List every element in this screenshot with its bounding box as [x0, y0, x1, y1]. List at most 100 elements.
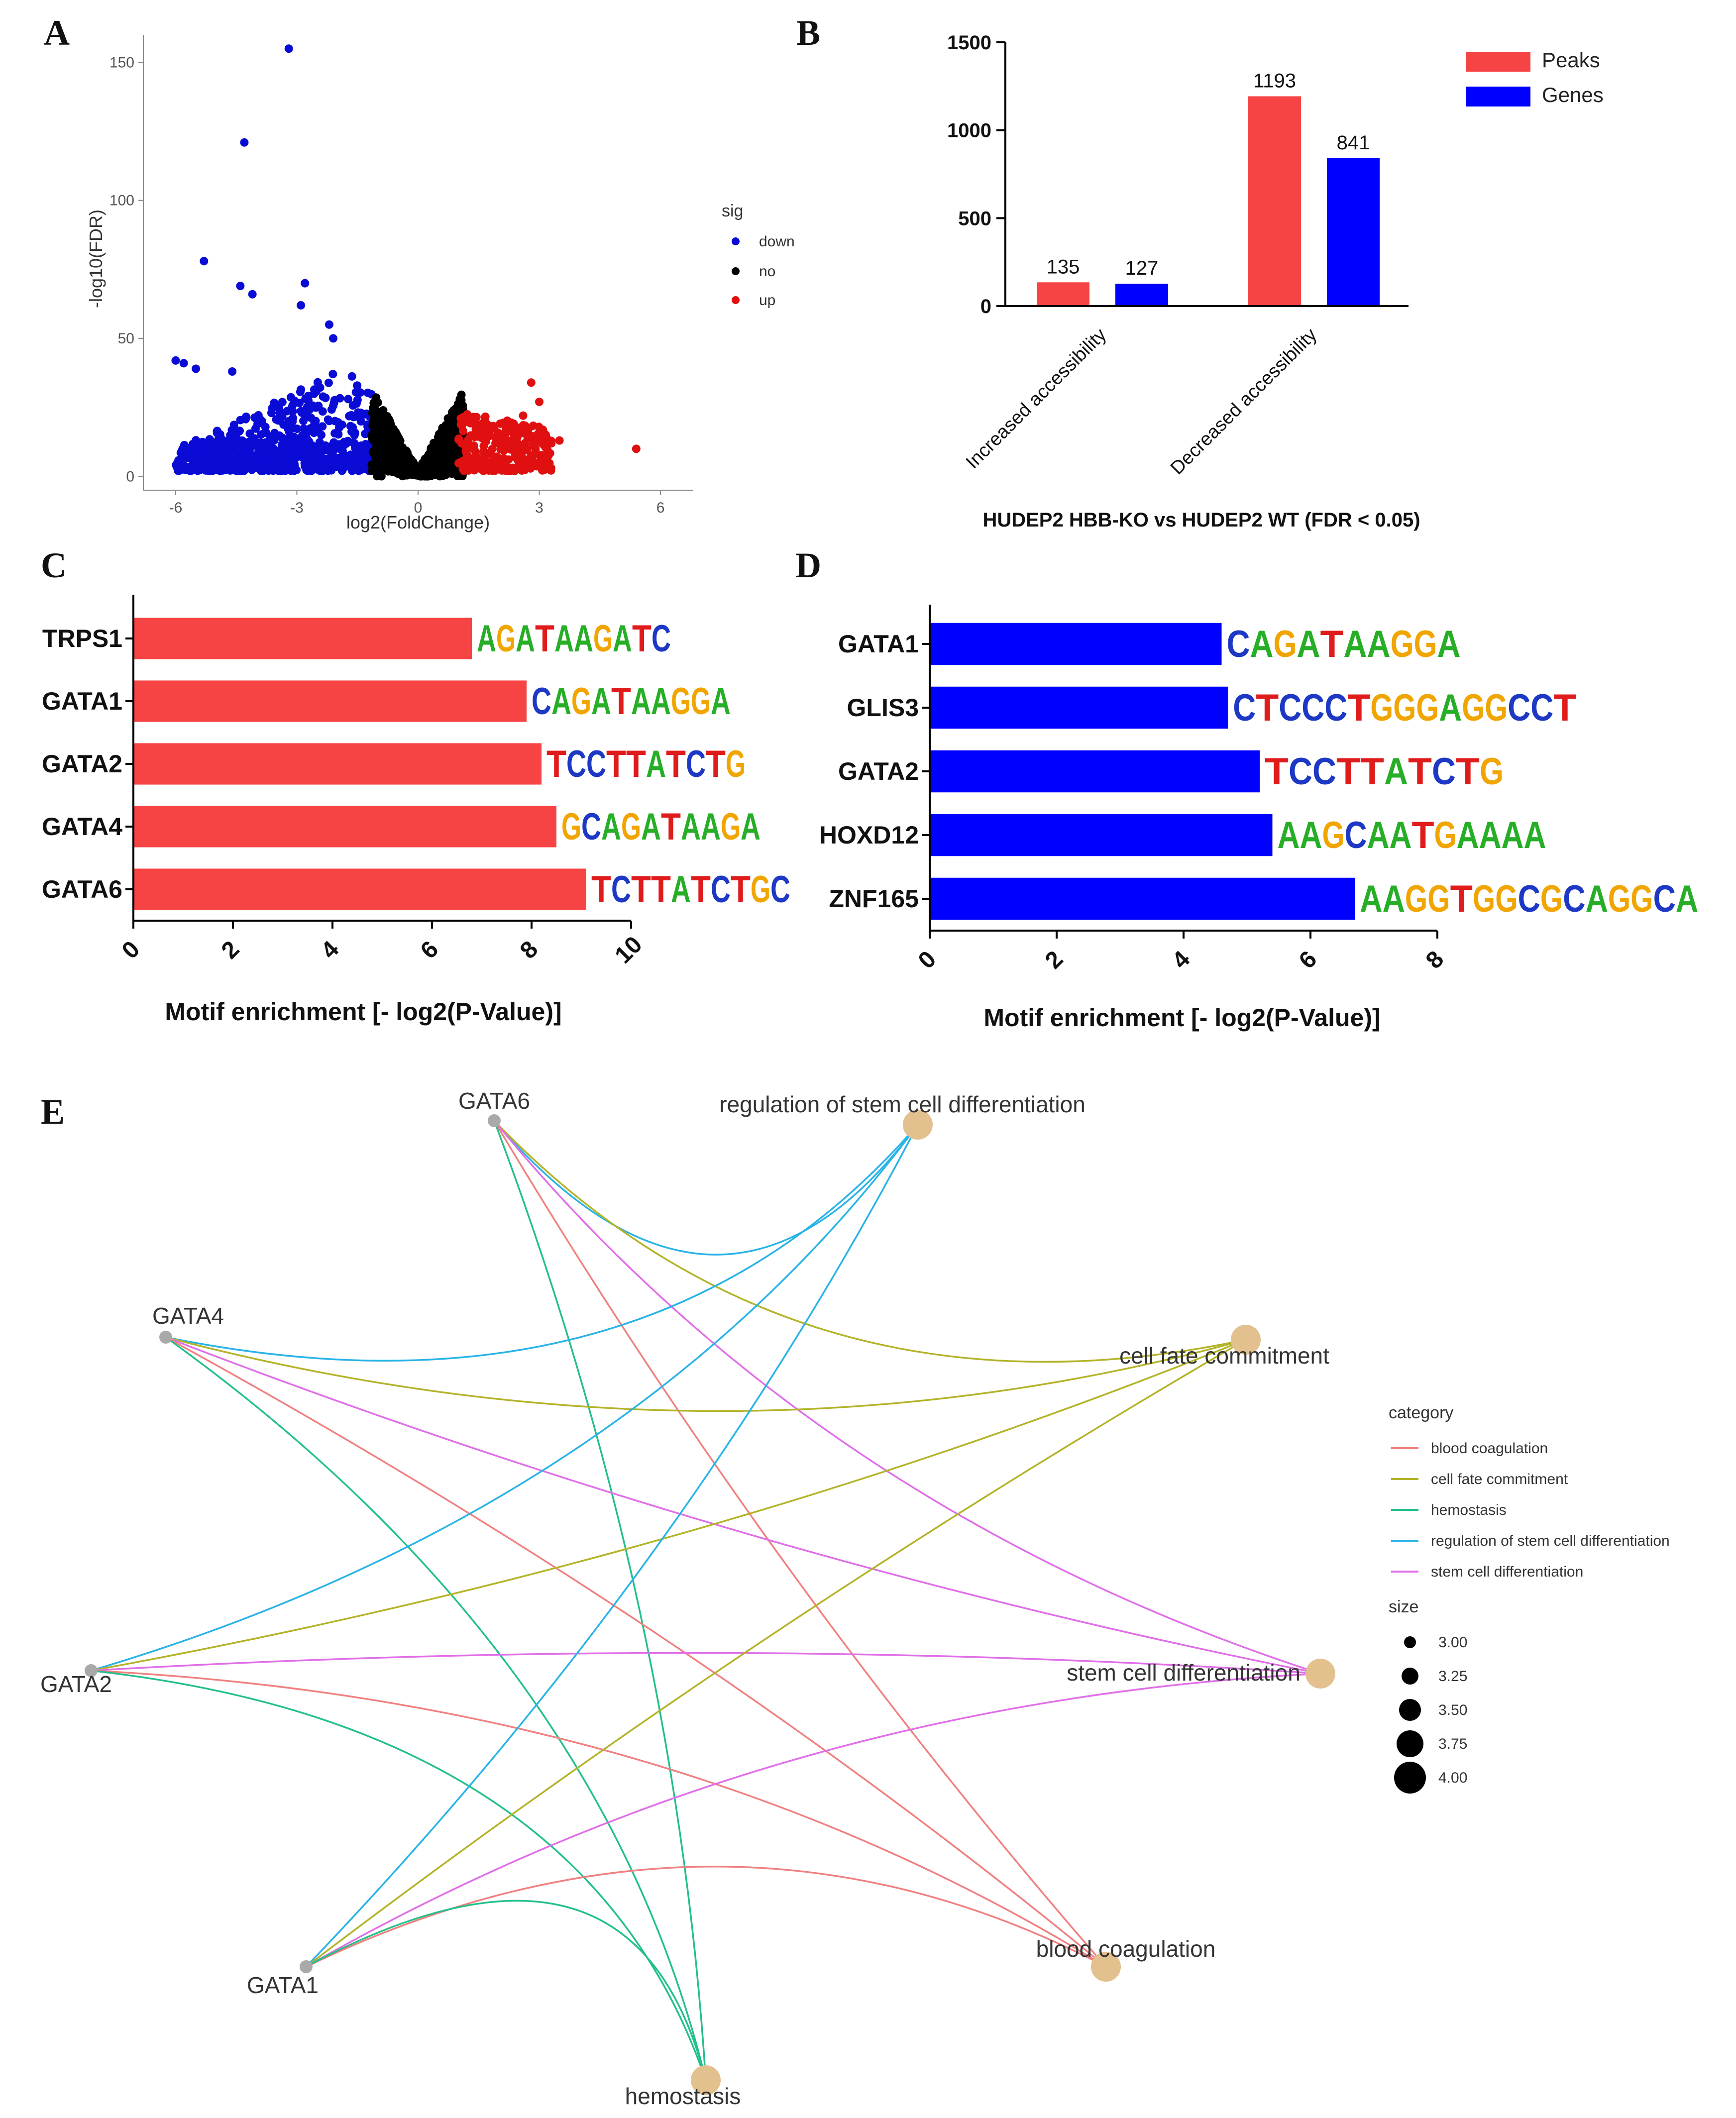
volcano-point-down: [233, 462, 242, 471]
category-legend-label: stem cell differentiation: [1431, 1564, 1583, 1580]
panel-label-c: C: [41, 545, 67, 585]
panel-label-e: E: [41, 1092, 65, 1132]
volcano-point-down: [351, 388, 360, 397]
volcano-point-down: [213, 461, 221, 470]
volcano-point-down: [326, 463, 334, 472]
volcano-point-up: [533, 462, 542, 471]
volcano-point-no: [376, 430, 385, 439]
gene-label-gata1: GATA1: [247, 1972, 319, 1998]
volcano-point-no: [383, 448, 392, 457]
panel-label-a: A: [44, 13, 70, 53]
motif-bar-trps1: [133, 618, 472, 659]
volcano-point-down: [240, 138, 249, 147]
volcano-point-no: [399, 448, 408, 457]
volcano-point-up: [481, 430, 490, 439]
volcano-point-up: [521, 422, 530, 430]
panel-label-d: D: [795, 545, 821, 585]
volcano-point-down: [336, 453, 345, 462]
motif-logo: AAGGTGGCGCAGGCA: [1360, 878, 1698, 920]
volcano-point-down: [353, 462, 362, 471]
volcano-point-up: [517, 452, 526, 461]
motif-label-hoxd12: HOXD12: [819, 821, 919, 849]
volcano-point-down: [200, 257, 209, 266]
gene-node-gata4: [159, 1331, 172, 1344]
volcano-point-down: [229, 441, 238, 450]
volcano-point-down: [209, 439, 217, 448]
volcano-point-down: [320, 454, 328, 463]
volcano-point-no: [382, 441, 391, 450]
x-tick-label: 4: [316, 936, 344, 964]
category-node-3: [1091, 1952, 1121, 1982]
volcano-legend-title: sig: [722, 202, 743, 220]
volcano-point-down: [228, 367, 237, 376]
bar-peaks-1: [1248, 96, 1301, 306]
motif-label-gata2: GATA2: [838, 757, 919, 785]
size-legend-label: 3.50: [1438, 1702, 1467, 1718]
volcano-point-down: [248, 290, 257, 299]
volcano-point-up: [489, 455, 498, 464]
volcano-point-no: [382, 417, 391, 426]
volcano-point-down: [252, 415, 261, 424]
volcano-point-down: [296, 387, 305, 396]
motif-logo: GCAGATAAGA: [561, 806, 760, 848]
edge-gata6: [493, 1120, 1246, 1363]
volcano-point-down: [171, 356, 180, 365]
volcano-point-down: [350, 430, 359, 439]
motif-enrichment-down: GATA1 CAGATAAGGA GLIS3 CTCCCTGGGAGGCCT GATA2…: [819, 605, 1698, 1032]
edge-gata1: [305, 1339, 1246, 1968]
volcano-point-no: [453, 471, 462, 480]
category-legend-label: blood coagulation: [1431, 1440, 1548, 1457]
edge-gata2: [91, 1339, 1246, 1672]
panel-label-b: B: [796, 13, 820, 53]
volcano-point-down: [191, 455, 200, 464]
x-tick-label: 2: [1040, 946, 1068, 974]
motif-label-gata4: GATA4: [42, 813, 122, 841]
volcano-point-down: [284, 44, 293, 53]
volcano-point-no: [382, 426, 391, 435]
volcano-point-up: [521, 439, 530, 448]
volcano-point-up: [632, 444, 641, 453]
volcano-point-no: [376, 423, 385, 431]
volcano-point-down: [288, 401, 297, 410]
edge-gata4: [165, 1124, 919, 1362]
size-legend-title: size: [1389, 1597, 1418, 1616]
volcano-point-up: [469, 441, 478, 450]
volcano-legend-up: up: [759, 292, 775, 309]
size-legend-circle: [1399, 1699, 1421, 1721]
volcano-point-up: [544, 451, 553, 460]
volcano-point-no: [427, 443, 435, 452]
volcano-point-down: [192, 364, 201, 373]
volcano-point-down: [334, 424, 343, 432]
edge-gata2: [91, 1652, 1321, 1675]
volcano-point-no: [373, 467, 382, 476]
edge-gata1: [305, 1124, 919, 1968]
legend-peaks-label: Peaks: [1542, 48, 1600, 72]
edge-gata4: [165, 1336, 1246, 1412]
volcano-point-no: [431, 462, 439, 471]
motif-bar-gata4: [133, 806, 556, 847]
volcano-point-down: [309, 461, 318, 470]
bar-chart-title: HUDEP2 HBB-KO vs HUDEP2 WT (FDR < 0.05): [982, 509, 1420, 531]
volcano-legend: sig down no up: [722, 202, 795, 309]
volcano-point-down: [270, 399, 279, 408]
edge-gata4: [165, 1336, 707, 2081]
volcano-point-up: [461, 446, 470, 455]
motif-logo: AAGCAATGAAAA: [1278, 814, 1546, 856]
volcano-point-up: [488, 444, 497, 453]
volcano-point-down: [267, 409, 276, 418]
volcano-plot: -6 -3 0 3 6 0 50 100 150 log2(FoldChange) -log1…: [86, 35, 795, 532]
volcano-point-up: [463, 410, 472, 419]
volcano-point-up: [531, 445, 540, 454]
edge-gata4: [165, 1336, 1321, 1675]
volcano-point-up: [466, 461, 475, 470]
motif-bar-gata6: [133, 868, 586, 910]
volcano-point-up: [529, 422, 538, 430]
volcano-point-no: [430, 454, 439, 463]
volcano-point-up: [512, 437, 521, 446]
volcano-point-down: [334, 430, 343, 439]
volcano-point-down: [251, 424, 260, 433]
volcano-point-no: [391, 431, 400, 440]
volcano-point-down: [305, 453, 314, 462]
volcano-point-down: [297, 301, 306, 310]
volcano-point-up: [555, 436, 564, 445]
